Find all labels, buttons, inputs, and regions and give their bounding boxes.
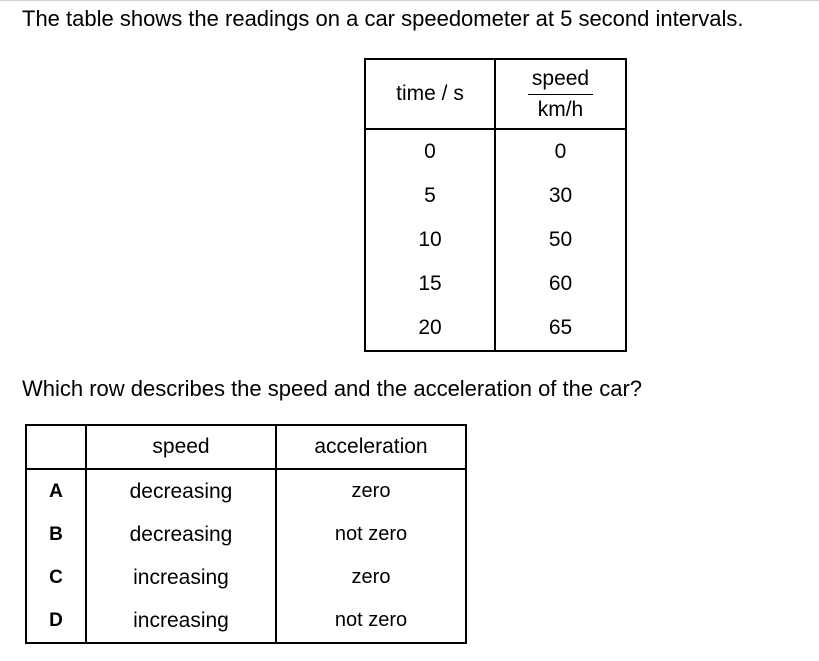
option-acceleration: not zero [275, 599, 467, 644]
header-speed-column: speed [85, 424, 277, 470]
table-row: 0 0 [364, 129, 627, 174]
option-letter: B [25, 513, 87, 556]
option-row-d[interactable]: D increasing not zero [25, 599, 467, 644]
time-cell: 10 [364, 218, 496, 262]
option-speed: decreasing [85, 513, 277, 556]
speed-cell: 30 [494, 174, 627, 218]
options-header-row: speed acceleration [25, 424, 467, 470]
option-row-c[interactable]: C increasing zero [25, 556, 467, 599]
header-acceleration-column: acceleration [275, 424, 467, 470]
header-blank [25, 424, 87, 470]
option-acceleration: zero [275, 469, 467, 513]
question-text: Which row describes the speed and the ac… [22, 376, 643, 401]
option-letter: D [25, 599, 87, 644]
option-speed: increasing [85, 599, 277, 644]
speed-cell: 65 [494, 306, 627, 352]
table-row: 10 50 [364, 218, 627, 262]
option-row-b[interactable]: B decreasing not zero [25, 513, 467, 556]
option-letter: A [25, 469, 87, 513]
intro-text: The table shows the readings on a car sp… [22, 6, 744, 31]
option-letter: C [25, 556, 87, 599]
speed-cell: 50 [494, 218, 627, 262]
option-speed: decreasing [85, 469, 277, 513]
speedometer-table: time / s speed km/h 0 0 5 30 10 50 15 60 [364, 58, 627, 352]
speed-cell: 0 [494, 129, 627, 174]
time-cell: 0 [364, 129, 496, 174]
time-cell: 20 [364, 306, 496, 352]
time-cell: 15 [364, 262, 496, 306]
speed-cell: 60 [494, 262, 627, 306]
header-speed-quantity: speed [527, 67, 594, 95]
speedometer-header-row: time / s speed km/h [364, 58, 627, 130]
option-speed: increasing [85, 556, 277, 599]
option-acceleration: not zero [275, 513, 467, 556]
table-row: 20 65 [364, 306, 627, 352]
header-speed: speed km/h [494, 58, 627, 130]
header-speed-unit: km/h [537, 97, 584, 121]
table-row: 15 60 [364, 262, 627, 306]
answer-options-table: speed acceleration A decreasing zero B d… [25, 424, 467, 644]
header-time: time / s [364, 58, 496, 130]
table-row: 5 30 [364, 174, 627, 218]
time-cell: 5 [364, 174, 496, 218]
speed-unit-fraction: speed km/h [527, 67, 594, 122]
option-row-a[interactable]: A decreasing zero [25, 469, 467, 513]
option-acceleration: zero [275, 556, 467, 599]
top-divider [0, 0, 819, 1]
